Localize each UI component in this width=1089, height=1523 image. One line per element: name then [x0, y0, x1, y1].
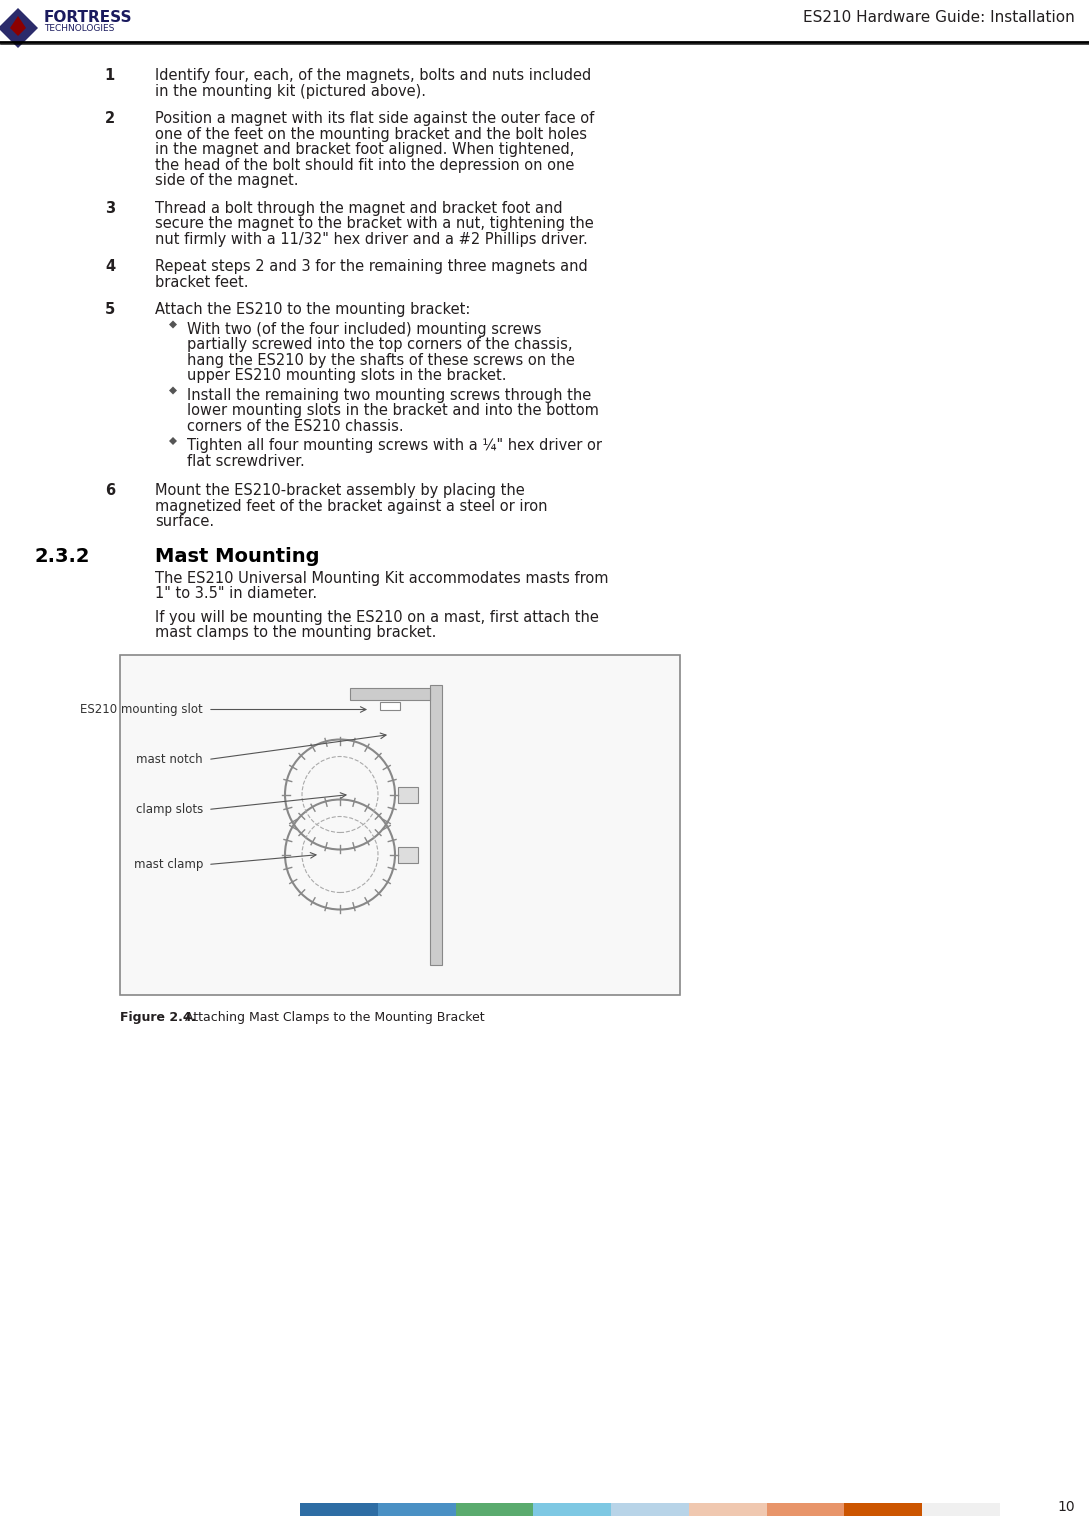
Text: clamp slots: clamp slots: [136, 803, 203, 816]
Polygon shape: [10, 17, 26, 37]
Text: one of the feet on the mounting bracket and the bolt holes: one of the feet on the mounting bracket …: [155, 126, 587, 142]
Text: The ES210 Universal Mounting Kit accommodates masts from: The ES210 Universal Mounting Kit accommo…: [155, 571, 609, 585]
Bar: [534, 1503, 611, 1515]
Bar: [455, 1503, 534, 1515]
Text: 10: 10: [1057, 1500, 1075, 1514]
Text: lower mounting slots in the bracket and into the bottom: lower mounting slots in the bracket and …: [187, 404, 599, 417]
Text: in the magnet and bracket foot aligned. When tightened,: in the magnet and bracket foot aligned. …: [155, 142, 574, 157]
Text: in the mounting kit (pictured above).: in the mounting kit (pictured above).: [155, 84, 426, 99]
Text: Tighten all four mounting screws with a ¼" hex driver or: Tighten all four mounting screws with a …: [187, 439, 602, 452]
Text: Mount the ES210-bracket assembly by placing the: Mount the ES210-bracket assembly by plac…: [155, 483, 525, 498]
Bar: [378, 1503, 455, 1515]
Text: nut firmly with a 11/32" hex driver and a #2 Phillips driver.: nut firmly with a 11/32" hex driver and …: [155, 231, 588, 247]
Bar: [350, 687, 430, 699]
Text: partially screwed into the top corners of the chassis,: partially screwed into the top corners o…: [187, 337, 573, 352]
Bar: [844, 1503, 922, 1515]
Text: corners of the ES210 chassis.: corners of the ES210 chassis.: [187, 419, 404, 434]
Text: FORTRESS: FORTRESS: [44, 11, 133, 24]
Text: 1: 1: [105, 69, 115, 82]
Text: 2.3.2: 2.3.2: [35, 547, 90, 565]
Text: With two (of the four included) mounting screws: With two (of the four included) mounting…: [187, 321, 541, 337]
Bar: [767, 1503, 844, 1515]
Text: surface.: surface.: [155, 513, 215, 528]
Text: 3: 3: [105, 201, 115, 215]
Bar: [689, 1503, 767, 1515]
Bar: [611, 1503, 689, 1515]
Text: side of the magnet.: side of the magnet.: [155, 174, 298, 187]
Text: bracket feet.: bracket feet.: [155, 274, 248, 289]
Bar: [922, 1503, 1000, 1515]
Text: upper ES210 mounting slots in the bracket.: upper ES210 mounting slots in the bracke…: [187, 369, 506, 382]
Text: Attach the ES210 to the mounting bracket:: Attach the ES210 to the mounting bracket…: [155, 302, 470, 317]
Text: Install the remaining two mounting screws through the: Install the remaining two mounting screw…: [187, 387, 591, 402]
Text: mast clamps to the mounting bracket.: mast clamps to the mounting bracket.: [155, 624, 437, 640]
Text: Thread a bolt through the magnet and bracket foot and: Thread a bolt through the magnet and bra…: [155, 201, 563, 215]
Polygon shape: [169, 320, 178, 329]
Text: mast notch: mast notch: [136, 752, 203, 766]
Bar: [430, 684, 442, 964]
Bar: [380, 702, 400, 710]
Text: secure the magnet to the bracket with a nut, tightening the: secure the magnet to the bracket with a …: [155, 216, 594, 231]
Text: 2: 2: [105, 111, 115, 126]
Text: Mast Mounting: Mast Mounting: [155, 547, 319, 565]
Polygon shape: [0, 8, 38, 49]
Text: 6: 6: [105, 483, 115, 498]
Text: ES210 Hardware Guide: Installation: ES210 Hardware Guide: Installation: [804, 11, 1075, 24]
Text: ES210 mounting slot: ES210 mounting slot: [81, 704, 203, 716]
Text: Position a magnet with its flat side against the outer face of: Position a magnet with its flat side aga…: [155, 111, 595, 126]
Text: 1" to 3.5" in diameter.: 1" to 3.5" in diameter.: [155, 586, 317, 602]
Text: TECHNOLOGIES: TECHNOLOGIES: [44, 24, 114, 34]
Polygon shape: [169, 387, 178, 394]
Text: flat screwdriver.: flat screwdriver.: [187, 454, 305, 469]
Text: 5: 5: [105, 302, 115, 317]
FancyBboxPatch shape: [120, 655, 680, 995]
Polygon shape: [169, 437, 178, 445]
Text: hang the ES210 by the shafts of these screws on the: hang the ES210 by the shafts of these sc…: [187, 352, 575, 367]
Text: magnetized feet of the bracket against a steel or iron: magnetized feet of the bracket against a…: [155, 498, 548, 513]
Bar: [299, 1503, 378, 1515]
Text: the head of the bolt should fit into the depression on one: the head of the bolt should fit into the…: [155, 157, 574, 172]
Text: Identify four, each, of the magnets, bolts and nuts included: Identify four, each, of the magnets, bol…: [155, 69, 591, 82]
Text: Figure 2.4.: Figure 2.4.: [120, 1010, 196, 1023]
Text: If you will be mounting the ES210 on a mast, first attach the: If you will be mounting the ES210 on a m…: [155, 609, 599, 624]
Bar: [397, 847, 418, 862]
Text: mast clamp: mast clamp: [134, 857, 203, 871]
Text: 4: 4: [105, 259, 115, 274]
Bar: [397, 786, 418, 803]
Text: Repeat steps 2 and 3 for the remaining three magnets and: Repeat steps 2 and 3 for the remaining t…: [155, 259, 588, 274]
Text: Attaching Mast Clamps to the Mounting Bracket: Attaching Mast Clamps to the Mounting Br…: [185, 1010, 485, 1023]
